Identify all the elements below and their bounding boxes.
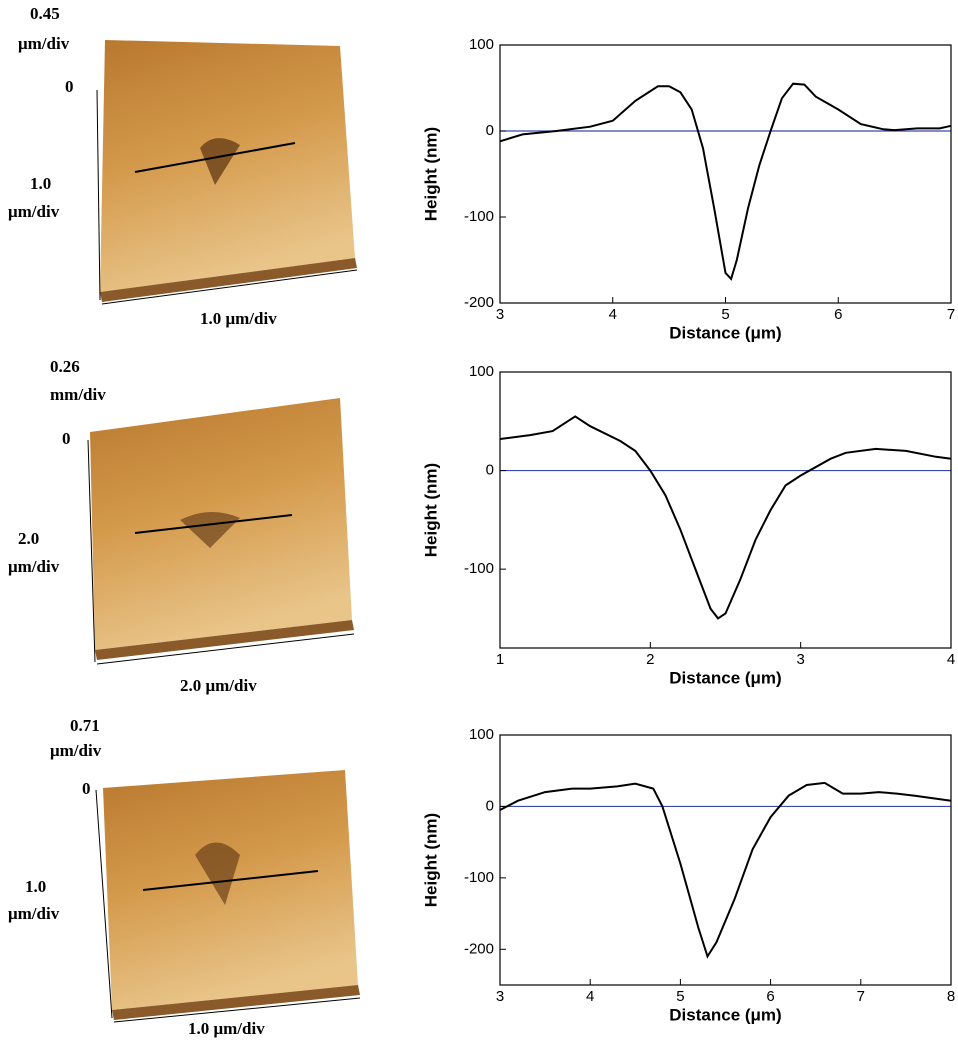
afm-side (100, 258, 357, 302)
afm-axis (101, 269, 358, 305)
afm-feature (200, 138, 240, 185)
afm-label: 0 (65, 77, 74, 96)
x-axis-title: Distance (μm) (669, 323, 781, 342)
plot-frame (499, 44, 952, 304)
data-line (499, 82, 952, 281)
afm-surface (103, 770, 358, 1010)
profile-line (134, 142, 296, 173)
plot-frame (499, 734, 952, 986)
x-tick-label: 8 (947, 988, 955, 1005)
afm-surface (100, 40, 355, 292)
y-tick-label: -200 (464, 940, 494, 957)
x-axis-title: Distance (μm) (669, 1005, 781, 1024)
y-tick-label: 0 (486, 122, 494, 139)
profile-line (134, 514, 293, 534)
afm-image: 0.71 μm/div 0 1.0 μm/div 1.0 μm/div (8, 716, 361, 1038)
afm-feature (180, 511, 240, 548)
afm-label: 0.45 (30, 4, 60, 23)
y-tick-label: 0 (486, 462, 494, 479)
afm-label: μm/div (18, 34, 70, 53)
afm-label: μm/div (8, 904, 60, 923)
y-tick-label: 100 (469, 726, 494, 743)
afm-label: 0.71 (70, 716, 100, 735)
x-tick-label: 1 (496, 651, 504, 668)
y-tick-label: -200 (464, 294, 494, 311)
profile-line (142, 870, 319, 891)
y-tick-label: 100 (469, 36, 494, 53)
y-axis-title: Height (nm) (421, 463, 440, 557)
afm-label: 0 (62, 429, 71, 448)
plot-frame (499, 371, 952, 649)
afm-axis (113, 997, 361, 1023)
y-axis-title: Height (nm) (421, 813, 440, 907)
afm-axis (87, 439, 96, 663)
x-tick-label: 4 (609, 306, 617, 323)
x-tick-label: 3 (796, 651, 804, 668)
afm-side (112, 985, 360, 1020)
y-tick-label: 100 (469, 363, 494, 380)
x-tick-label: 4 (947, 651, 955, 668)
afm-label: mm/div (50, 385, 106, 404)
x-tick-label: 6 (766, 988, 774, 1005)
afm-image: 0.45 μm/div 0 1.0 μm/div 1.0 μm/div (8, 4, 358, 328)
afm-feature (195, 842, 240, 905)
afm-axis (95, 789, 113, 1019)
afm-label: 2.0 μm/div (180, 676, 257, 695)
x-tick-label: 3 (496, 988, 504, 1005)
afm-label: μm/div (8, 557, 60, 576)
y-tick-label: 0 (486, 797, 494, 814)
x-tick-label: 7 (857, 988, 865, 1005)
chart: 100 0 -100 1 2 3 4 Distance (μm) Height (nm) (421, 363, 955, 688)
afm-label: 1.0 μm/div (200, 309, 277, 328)
x-tick-label: 5 (721, 306, 729, 323)
afm-side (95, 620, 354, 660)
data-line (499, 415, 952, 620)
x-tick-label: 5 (676, 988, 684, 1005)
y-axis-title: Height (nm) (421, 127, 440, 221)
afm-label: 2.0 (18, 529, 39, 548)
afm-label: μm/div (50, 741, 102, 760)
y-tick-label: -100 (464, 208, 494, 225)
afm-label: 0.26 (50, 357, 80, 376)
afm-label: 0 (82, 779, 91, 798)
chart: 100 0 -100 -200 3 4 5 6 7 8 Distance (μm) Height (n… (421, 726, 955, 1025)
x-tick-label: 7 (947, 306, 955, 323)
y-tick-label: -100 (464, 869, 494, 886)
afm-label: μm/div (8, 202, 60, 221)
data-line (499, 781, 952, 959)
y-tick-label: -100 (464, 560, 494, 577)
afm-axis (96, 633, 355, 665)
x-axis-title: Distance (μm) (669, 668, 781, 687)
afm-label: 1.0 μm/div (188, 1019, 265, 1038)
x-tick-label: 2 (646, 651, 654, 668)
x-tick-label: 3 (496, 306, 504, 323)
afm-label: 1.0 (25, 877, 46, 896)
afm-axis (96, 89, 101, 301)
afm-image: 0.26 mm/div 0 2.0 μm/div 2.0 μm/div (8, 357, 355, 695)
x-tick-label: 4 (586, 988, 594, 1005)
afm-label: 1.0 (30, 174, 51, 193)
x-tick-label: 6 (834, 306, 842, 323)
